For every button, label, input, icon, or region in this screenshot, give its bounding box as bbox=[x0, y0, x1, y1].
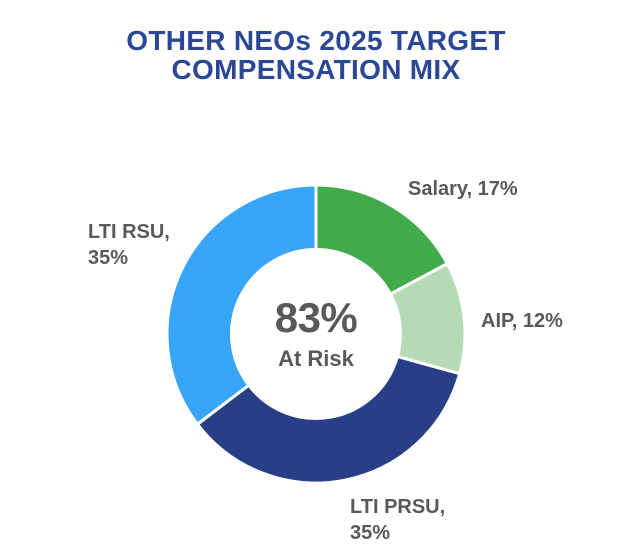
donut-segment-lti-rsu bbox=[165, 183, 318, 427]
segment-label-lti-rsu-line-2: 35% bbox=[88, 247, 129, 269]
donut-segment-lti-prsu bbox=[195, 354, 462, 485]
segment-label-lti-rsu: LTI RSU, 35% bbox=[88, 219, 170, 271]
segment-label-salary: Salary, 17% bbox=[408, 176, 518, 202]
center-caption: At Risk bbox=[278, 346, 354, 371]
segment-label-lti-prsu-line-2: 35% bbox=[350, 522, 391, 544]
chart-title-line-1: OTHER NEOs 2025 TARGET bbox=[126, 25, 506, 56]
segment-label-salary-text: Salary, 17% bbox=[408, 178, 518, 200]
segment-label-lti-prsu: LTI PRSU, 35% bbox=[350, 494, 445, 546]
segment-label-aip-text: AIP, 12% bbox=[481, 310, 563, 332]
segment-label-lti-rsu-line-1: LTI RSU, bbox=[88, 221, 170, 243]
segment-label-lti-prsu-line-1: LTI PRSU, bbox=[350, 496, 446, 518]
chart-title: OTHER NEOs 2025 TARGET COMPENSATION MIX bbox=[0, 26, 632, 84]
segment-label-aip: AIP, 12% bbox=[481, 308, 563, 334]
chart-title-line-2: COMPENSATION MIX bbox=[171, 54, 461, 85]
center-value: 83% bbox=[274, 294, 358, 341]
donut-center-label: 83% At Risk bbox=[275, 297, 358, 370]
